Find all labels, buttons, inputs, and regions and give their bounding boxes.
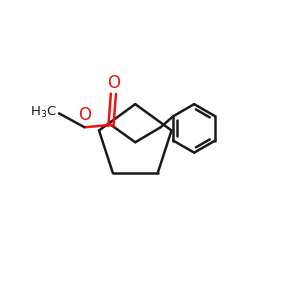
Text: $\mathregular{H_3C}$: $\mathregular{H_3C}$: [30, 105, 57, 120]
Text: O: O: [107, 74, 120, 92]
Text: O: O: [78, 106, 91, 124]
